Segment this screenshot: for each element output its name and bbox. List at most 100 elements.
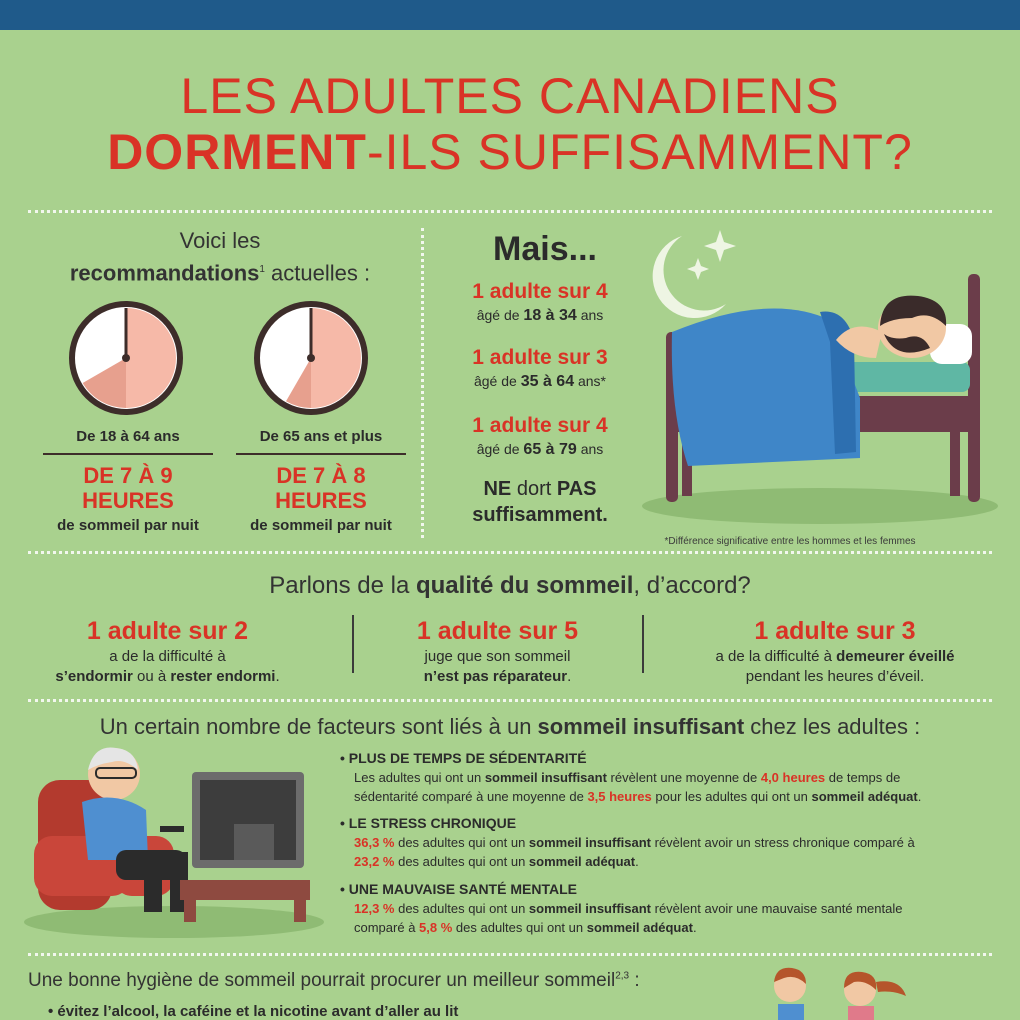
stat-pre: âgé de — [473, 373, 521, 389]
quality-line-1: juge que son sommeil — [424, 648, 571, 665]
t: pour les adultes qui ont un — [651, 789, 812, 804]
factor-text: Les adultes qui ont un sommeil insuffisa… — [354, 768, 990, 806]
t: 5,8 % — [419, 920, 453, 935]
rec-lead: Voici les — [179, 228, 261, 253]
rec-sup: 1 — [259, 264, 265, 275]
stat-post: ans — [576, 441, 604, 457]
t: des adultes qui ont un — [394, 854, 529, 869]
divider — [28, 551, 992, 554]
stat-age: âgé de 65 à 79 ans — [440, 441, 640, 459]
factor-title-text: PLUS DE TEMPS DE SÉDENTARITÉ — [348, 750, 587, 766]
title-line-2: DORMENT-ILS SUFFISAMMENT? — [0, 124, 1020, 180]
divider — [28, 953, 992, 956]
quality-heading-bold: qualité du sommeil — [415, 572, 634, 599]
t: 36,3 % — [354, 835, 395, 850]
recommendation-adults: De 18 à 64 ans DE 7 À 9 HEURES de sommeil… — [43, 428, 213, 534]
t: . — [635, 854, 639, 869]
hygiene-item: • évitez l’alcool, la caféine et la nico… — [48, 1003, 459, 1020]
hygiene-colon: : — [629, 970, 640, 991]
stat-range: 35 à 64 — [520, 373, 575, 390]
t: révèlent avoir une mauvaise santé mental… — [651, 901, 903, 916]
footnote: *Différence significative entre les homm… — [664, 536, 916, 547]
t: Les adultes qui ont un — [354, 770, 485, 785]
quality-line1-pre: a de la difficulté à — [715, 648, 837, 665]
factor-title: • LE STRESS CHRONIQUE — [340, 815, 517, 831]
quality-separator — [642, 615, 644, 673]
stat-ratio: 1 adulte sur 3 — [472, 346, 608, 369]
t: sommeil adéquat — [811, 789, 918, 804]
t: comparé à — [354, 920, 420, 935]
factor-stress: • LE STRESS CHRONIQUE 36,3 % des adultes… — [340, 815, 990, 871]
t: des adultes qui ont un — [394, 901, 529, 916]
page-title: LES ADULTES CANADIENS DORMENT-ILS SUFFIS… — [0, 68, 1020, 180]
factor-title-text: UNE MAUVAISE SANTÉ MENTALE — [348, 881, 577, 897]
quality-b1: n’est pas réparateur — [423, 668, 568, 685]
stat-65-79: 1 adulte sur 4 âgé de 65 à 79 ans — [440, 414, 640, 459]
t: 23,2 % — [354, 854, 395, 869]
t: sommeil adéquat — [528, 854, 636, 869]
divider — [28, 210, 992, 213]
stat-pre: âgé de — [476, 441, 524, 457]
factor-sedentary: • PLUS DE TEMPS DE SÉDENTARITÉ Les adult… — [340, 750, 990, 806]
factors-heading-pre: Un certain nombre de facteurs sont liés … — [99, 714, 538, 739]
stat-post: ans* — [574, 373, 607, 389]
t: . — [917, 789, 922, 804]
star-icon — [704, 230, 736, 262]
factors-heading: Un certain nombre de facteurs sont liés … — [0, 714, 1020, 740]
t: de temps de — [825, 770, 901, 785]
rec-line-2: recommandations1 actuelles : — [20, 255, 420, 287]
age-group-label: De 65 ans et plus — [236, 428, 406, 455]
title-bold-word: DORMENT — [107, 124, 367, 180]
stat-range: 65 à 79 — [523, 441, 577, 458]
top-bar — [0, 0, 1020, 30]
t: 3,5 heures — [587, 789, 652, 804]
clock-icon — [254, 301, 368, 415]
quality-heading-pre: Parlons de la — [269, 572, 416, 599]
t: sommeil adéquat — [586, 920, 693, 935]
hours-range: DE 7 À 9 HEURES — [43, 463, 213, 513]
title-line-1: LES ADULTES CANADIENS — [180, 68, 840, 124]
t: sédentarité comparé à une moyenne de — [354, 789, 588, 804]
quality-stat-not-restful: 1 adulte sur 5 juge que son sommeil n’es… — [360, 617, 635, 686]
quality-ratio: 1 adulte sur 2 — [86, 617, 249, 645]
factors-heading-bold: sommeil insuffisant — [537, 714, 745, 739]
quality-line1-bold: demeurer éveillé — [836, 648, 955, 665]
quality-line-2: pendant les heures d’éveil. — [745, 668, 925, 685]
t: sommeil insuffisant — [528, 835, 651, 850]
quality-line-1: a de la difficulté à — [109, 648, 226, 665]
quality-separator — [352, 615, 354, 673]
runners-illustration — [774, 967, 906, 1020]
clock-icon — [69, 301, 183, 415]
stat-age: âgé de 18 à 34 ans — [440, 307, 640, 325]
star-icon — [687, 258, 709, 280]
factor-text: 12,3 % des adultes qui ont un sommeil in… — [354, 899, 990, 937]
divider — [28, 699, 992, 702]
factor-text: 36,3 % des adultes qui ont un sommeil in… — [354, 833, 990, 871]
quality-heading-post: , d’accord? — [633, 572, 751, 599]
hours-line-2: HEURES — [275, 488, 367, 513]
quality-heading: Parlons de la qualité du sommeil, d’acco… — [0, 572, 1020, 600]
title-line-2-rest: -ILS SUFFISAMMENT? — [366, 124, 913, 180]
sleeping-man-illustration — [642, 230, 998, 524]
t: sommeil insuffisant — [528, 901, 651, 916]
hours-line-1: DE 7 À 8 — [276, 463, 366, 488]
factor-title: • UNE MAUVAISE SANTÉ MENTALE — [340, 881, 577, 897]
quality-line-2: s’endormir ou à rester endormi. — [20, 668, 315, 686]
stat-pre: âgé de — [476, 307, 524, 323]
stat-conclusion: NE dort PAS suffisamment. — [440, 476, 640, 528]
stat-ratio: 1 adulte sur 4 — [472, 414, 608, 437]
quality-stat-stay-awake: 1 adulte sur 3 a de la difficulté à deme… — [650, 617, 1020, 686]
rec-bold: recommandations — [69, 260, 260, 286]
quality-end: . — [567, 668, 572, 685]
factor-title-text: LE STRESS CHRONIQUE — [348, 815, 517, 831]
age-group-label: De 18 à 64 ans — [43, 428, 213, 455]
man-watching-tv-illustration — [24, 747, 324, 938]
quality-line-1: a de la difficulté à demeurer éveillé — [650, 648, 1020, 666]
quality-ratio: 1 adulte sur 3 — [754, 617, 916, 645]
vertical-divider — [421, 228, 424, 538]
hygiene-sup: 2,3 — [615, 970, 630, 982]
t: des adultes qui ont un — [452, 920, 587, 935]
stat-age: âgé de 35 à 64 ans* — [440, 373, 640, 391]
stat-18-34: 1 adulte sur 4 âgé de 18 à 34 ans — [440, 280, 640, 325]
t: révèlent avoir un stress chronique compa… — [651, 835, 915, 850]
